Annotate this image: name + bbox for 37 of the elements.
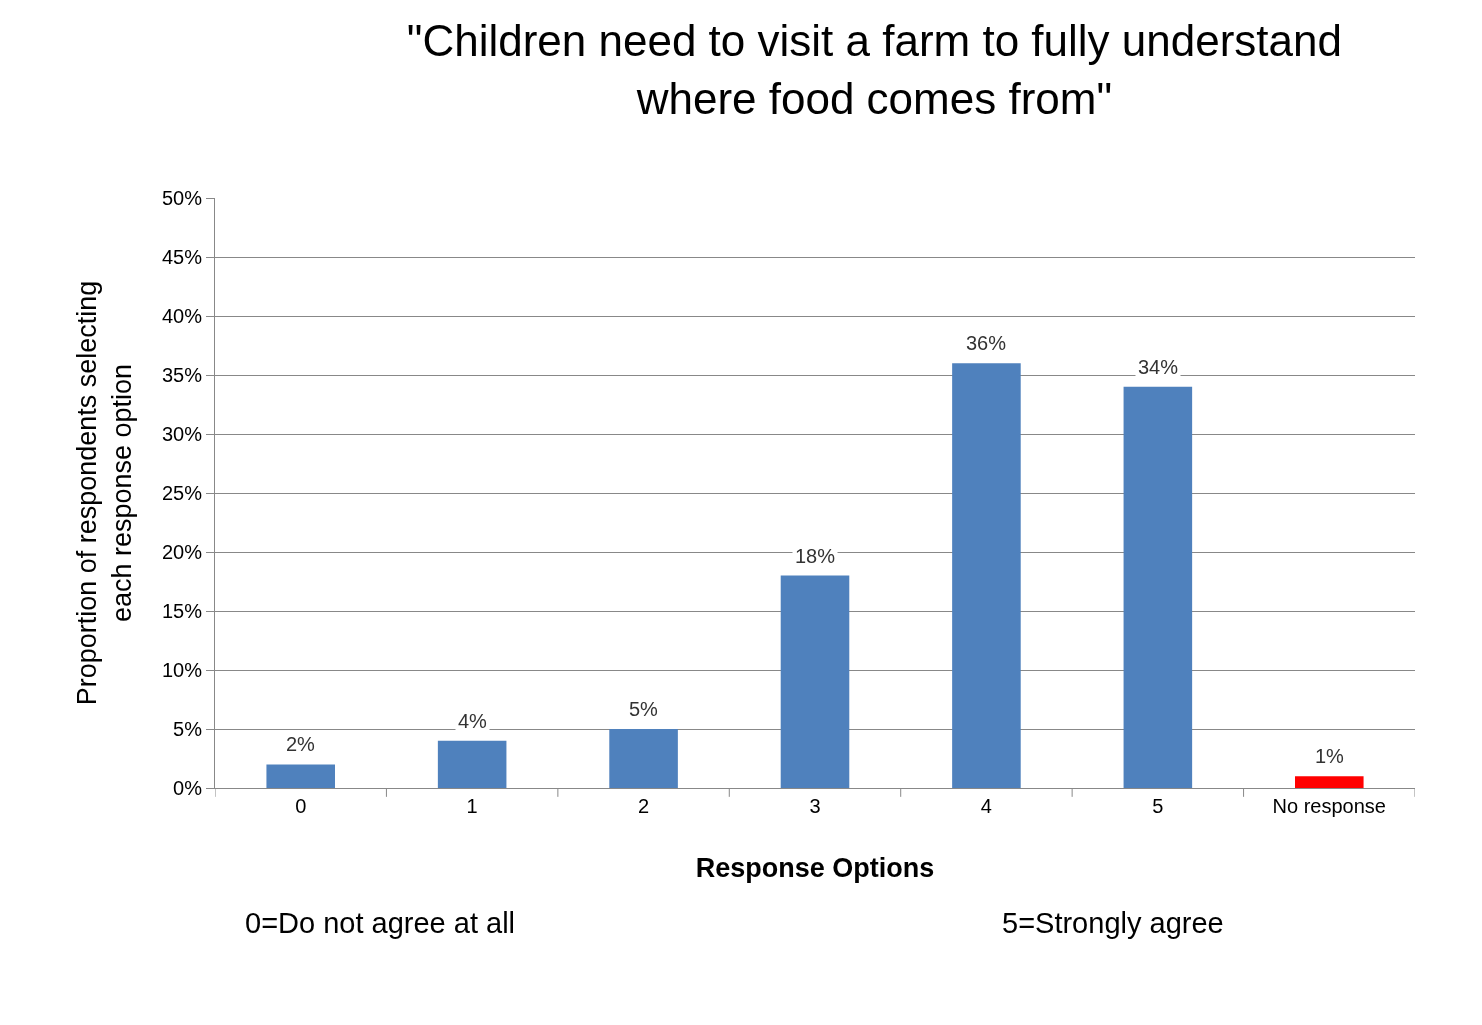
y-tick-label: 25% — [161, 482, 203, 504]
bar — [1123, 386, 1193, 788]
y-tick-label: 20% — [161, 541, 203, 563]
y-tick-label: 45% — [161, 246, 203, 268]
x-tick-label: 1 — [466, 795, 478, 817]
text: 0=Do not agree at all — [245, 907, 516, 939]
y-tick-label: 10% — [161, 659, 203, 681]
x-tick-label: 0 — [295, 795, 307, 817]
y-tick-label: 0% — [173, 777, 203, 799]
data-label: 34% — [1138, 356, 1179, 378]
bar — [609, 729, 678, 788]
bar — [1295, 776, 1364, 788]
data-label: 36% — [966, 332, 1007, 354]
data-label: 5% — [629, 698, 659, 720]
bar — [952, 363, 1021, 788]
bar — [780, 575, 850, 788]
y-tick-label: 30% — [161, 423, 203, 445]
y-tick-label: 40% — [161, 305, 203, 327]
x-tick-label: 4 — [980, 795, 992, 817]
data-label: 18% — [795, 545, 836, 567]
y-tick-label: 35% — [161, 364, 203, 386]
data-label: 2% — [286, 733, 316, 755]
x-tick-label: 2 — [638, 795, 650, 817]
text: 5=Strongly agree — [1002, 907, 1224, 939]
x-tick-label: 3 — [809, 795, 821, 817]
chart-title: "Children need to visit a farm to fully understand where food comes from" — [406, 16, 1342, 123]
y-tick-label: 50% — [161, 187, 203, 209]
bar — [437, 740, 507, 788]
y-tick-label: 5% — [173, 718, 203, 740]
x-tick-label: 5 — [1152, 795, 1164, 817]
data-label: 4% — [458, 710, 488, 732]
y-axis-title: Proportion of respondents selecting each response option — [71, 280, 138, 706]
bar — [266, 764, 335, 788]
x-tick-label: No response — [1272, 795, 1386, 817]
x-axis-title: Response Options — [695, 853, 935, 884]
y-tick-label: 15% — [161, 600, 203, 622]
data-label: 1% — [1315, 745, 1345, 767]
